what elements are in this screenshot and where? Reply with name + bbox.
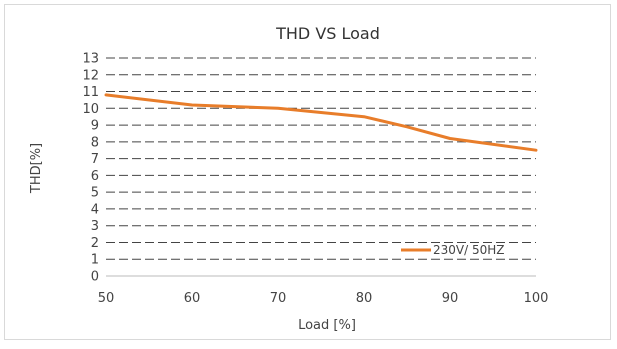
y-tick-label: 12 — [82, 68, 99, 83]
chart-frame — [4, 4, 611, 340]
x-tick-label: 100 — [524, 291, 549, 306]
y-tick-label: 9 — [91, 119, 99, 134]
y-tick-label: 8 — [91, 135, 99, 150]
y-tick-label: 13 — [82, 52, 99, 67]
legend-label: 230V/ 50HZ — [433, 243, 504, 257]
x-axis-label: Load [%] — [298, 318, 356, 333]
x-tick-label: 50 — [98, 291, 115, 306]
y-tick-label: 10 — [82, 102, 99, 117]
x-tick-label: 70 — [270, 291, 287, 306]
y-tick-label: 6 — [91, 169, 99, 184]
x-tick-label: 60 — [184, 291, 201, 306]
x-tick-label: 90 — [442, 291, 459, 306]
legend: 230V/ 50HZ — [401, 243, 504, 257]
series-line — [104, 93, 538, 152]
chart-title: THD VS Load — [275, 24, 380, 43]
y-tick-label: 2 — [91, 236, 99, 251]
y-tick-label: 0 — [91, 270, 99, 285]
y-tick-label: 7 — [91, 152, 99, 167]
y-tick-label: 11 — [82, 85, 99, 100]
x-tick-label: 80 — [356, 291, 373, 306]
y-tick-label: 1 — [91, 253, 99, 268]
y-tick-label: 5 — [91, 186, 99, 201]
series-layer — [104, 93, 538, 152]
y-axis-label: THD[%] — [29, 143, 44, 194]
y-tick-label: 4 — [91, 202, 99, 217]
grid — [106, 57, 536, 260]
y-tick-label: 3 — [91, 219, 99, 234]
x-tick-labels: 50 60 70 80 90 100 — [98, 291, 549, 306]
